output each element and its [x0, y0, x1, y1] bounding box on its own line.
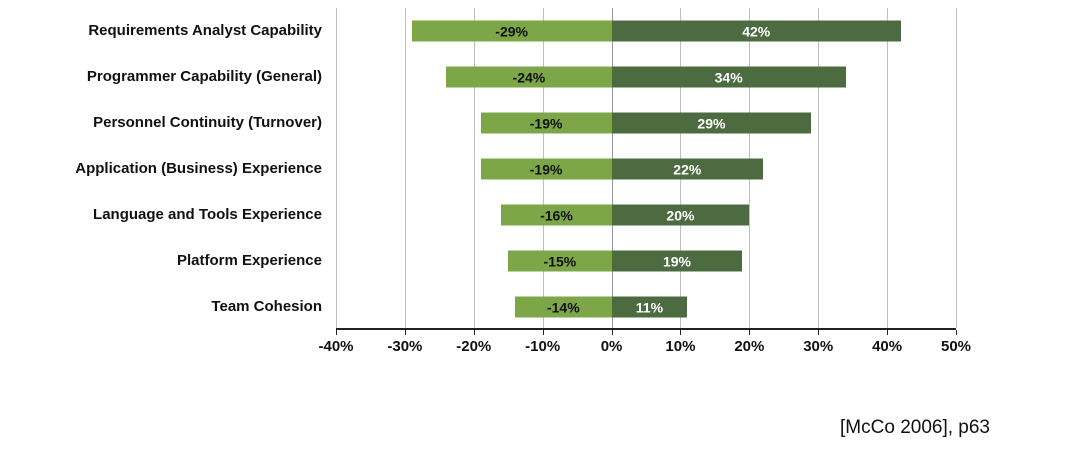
axis-tick-mark	[404, 330, 406, 335]
axis-tick-label: 0%	[600, 338, 623, 355]
axis-tick-mark	[611, 330, 613, 335]
bar-row: Language and Tools Experience -16% 20%	[0, 192, 956, 238]
axis-tick-label: -30%	[387, 338, 423, 355]
positive-bar: 19%	[611, 250, 743, 272]
category-label: Requirements Analyst Capability	[88, 21, 322, 39]
negative-bar: -19%	[480, 158, 612, 180]
bar-row: Team Cohesion -14% 11%	[0, 284, 956, 330]
positive-bar: 29%	[611, 112, 812, 134]
axis-tick-mark	[956, 330, 957, 335]
axis-tick-label: -10%	[525, 338, 561, 355]
positive-bar: 11%	[611, 296, 688, 318]
gridline	[956, 8, 957, 328]
gridline	[818, 8, 820, 328]
bar-track: -19% 22%	[336, 146, 956, 192]
category-label: Personnel Continuity (Turnover)	[93, 113, 322, 131]
bar-track: -15% 19%	[336, 238, 956, 284]
axis-tick-mark	[887, 330, 889, 335]
bar-row: Platform Experience -15% 19%	[0, 238, 956, 284]
axis-tick-mark	[336, 330, 337, 335]
category-label: Language and Tools Experience	[93, 205, 322, 223]
gridline	[887, 8, 889, 328]
bar-track: -24% 34%	[336, 54, 956, 100]
negative-bar: -15%	[508, 250, 612, 272]
diverging-bar-chart: Requirements Analyst Capability -29% 42% Pr…	[0, 8, 971, 360]
negative-bar: -19%	[480, 112, 612, 134]
negative-bar: -14%	[515, 296, 612, 318]
bar-track: -16% 20%	[336, 192, 956, 238]
bar-rows: Requirements Analyst Capability -29% 42% Pr…	[0, 8, 956, 330]
axis-tick-label: -20%	[456, 338, 492, 355]
bar-row: Personnel Continuity (Turnover) -19% 29%	[0, 100, 956, 146]
category-label: Programmer Capability (General)	[86, 67, 322, 85]
plot-area: Requirements Analyst Capability -29% 42% Pr…	[0, 8, 957, 330]
gridline	[473, 8, 475, 328]
positive-bar: 20%	[611, 204, 750, 226]
bar-track: -29% 42%	[336, 8, 956, 54]
axis-tick-mark	[818, 330, 820, 335]
axis-tick-label: 40%	[872, 338, 903, 355]
category-label: Application (Business) Experience	[75, 159, 322, 177]
axis-tick-label: 10%	[665, 338, 696, 355]
category-label: Team Cohesion	[211, 297, 322, 315]
negative-bar: -16%	[501, 204, 612, 226]
x-axis: -40% -30% -20% -10% 0% 10% 20% 30% 40% 50%	[318, 330, 971, 360]
gridline	[404, 8, 406, 328]
bar-track: -19% 29%	[336, 100, 956, 146]
positive-bar: 34%	[611, 66, 846, 88]
axis-tick-label: -40%	[318, 338, 354, 355]
positive-bar: 42%	[611, 20, 901, 42]
negative-bar: -29%	[411, 20, 612, 42]
axis-tick-mark	[542, 330, 544, 335]
gridline	[336, 8, 337, 328]
axis-tick-label: 20%	[734, 338, 765, 355]
category-label: Platform Experience	[176, 251, 322, 269]
bar-row: Application (Business) Experience -19% 22%	[0, 146, 956, 192]
bar-row: Programmer Capability (General) -24% 34%	[0, 54, 956, 100]
positive-bar: 22%	[611, 158, 764, 180]
citation-text: [McCo 2006], p63	[840, 417, 990, 438]
bar-track: -14% 11%	[336, 284, 956, 330]
axis-tick-mark	[680, 330, 682, 335]
axis-tick-label: 50%	[940, 338, 972, 355]
axis-tick-mark	[473, 330, 475, 335]
axis-tick-mark	[749, 330, 751, 335]
axis-tick-label: 30%	[803, 338, 834, 355]
bar-row: Requirements Analyst Capability -29% 42%	[0, 8, 956, 54]
negative-bar: -24%	[446, 66, 612, 88]
